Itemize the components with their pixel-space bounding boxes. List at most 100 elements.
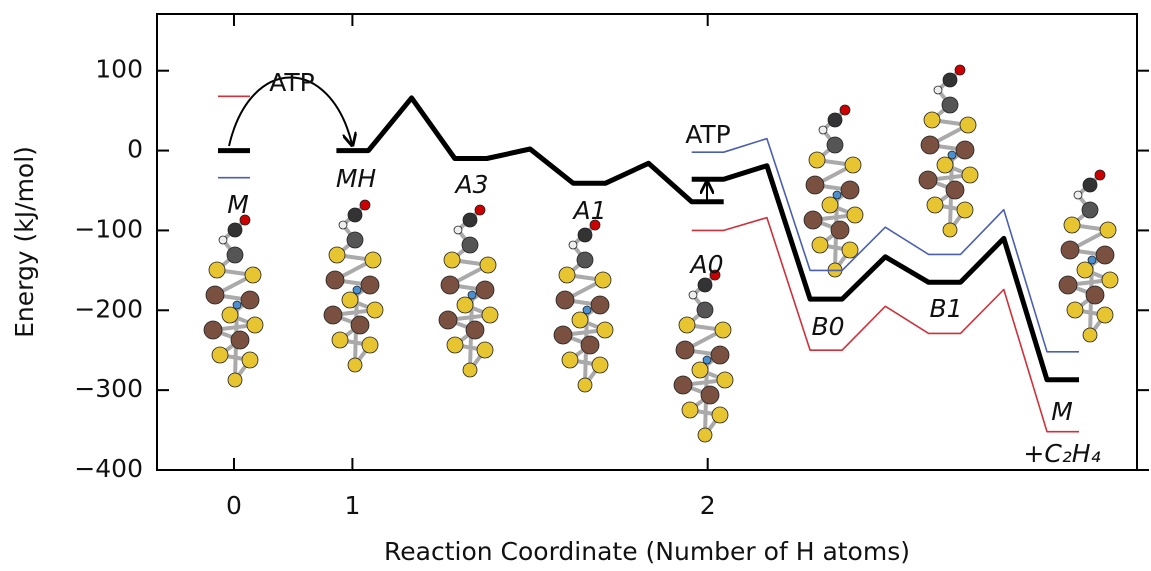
annotation: A1 — [571, 196, 606, 225]
molecule-atom — [447, 337, 463, 353]
molecule-atom — [206, 286, 224, 304]
molecule-atom — [692, 362, 708, 378]
molecule-atom — [209, 262, 225, 278]
molecule-atom — [1074, 191, 1082, 199]
y-tick-label: −100 — [74, 214, 143, 243]
y-tick-label: −300 — [74, 374, 143, 403]
molecule-atom — [462, 237, 478, 253]
annotation: ATP — [269, 68, 315, 97]
molecule-atom — [212, 347, 228, 363]
molecule-atom — [559, 267, 575, 283]
molecule-atom — [569, 241, 577, 249]
molecule-atom — [943, 73, 957, 87]
annotation: M — [1051, 397, 1073, 426]
molecule-atom — [247, 317, 263, 333]
molecule-atom — [326, 271, 344, 289]
molecule-atom — [578, 228, 592, 242]
molecule-atom — [831, 221, 849, 239]
molecule-atom — [339, 221, 347, 229]
molecule-atom — [468, 291, 476, 299]
molecule-atom — [847, 207, 863, 223]
molecule-atom — [711, 346, 729, 364]
molecule-atom — [348, 358, 362, 372]
molecule-atom — [676, 341, 694, 359]
molecule-atom — [1088, 256, 1096, 264]
molecule-atom — [833, 191, 841, 199]
page: {"chart_data": {"type": "line", "xlabel"… — [0, 0, 1151, 571]
molecule-atom — [581, 336, 599, 354]
annotation: B1 — [929, 294, 962, 323]
annotation: M — [227, 190, 249, 219]
molecule-atom — [712, 407, 728, 423]
molecule-atom — [1067, 302, 1083, 318]
y-tick-label: −200 — [74, 294, 143, 323]
molecule-atom — [845, 157, 861, 173]
molecule-atom — [556, 291, 574, 309]
annotation: +C₂H₄ — [1023, 439, 1100, 468]
molecule-atom — [361, 276, 379, 294]
molecule-atom — [842, 242, 858, 258]
annotation: MH — [336, 164, 377, 193]
molecule-atom — [819, 126, 827, 134]
annotation: A3 — [453, 170, 488, 199]
molecule-atom — [233, 301, 241, 309]
molecule-atom — [242, 352, 258, 368]
molecule-atom — [1083, 328, 1097, 342]
molecule-atom — [482, 307, 498, 323]
molecule-atom — [841, 181, 859, 199]
molecule-atom — [840, 105, 850, 115]
molecule-atom — [227, 247, 243, 263]
molecule-atom — [698, 278, 712, 292]
molecule-atom — [466, 321, 484, 339]
molecule-atom — [477, 342, 493, 358]
molecule-atom — [476, 281, 494, 299]
molecule-atom — [942, 97, 958, 113]
molecule-atom — [360, 200, 370, 210]
x-tick-label: 0 — [226, 491, 242, 520]
molecule-atom — [1086, 286, 1104, 304]
molecule-atom — [457, 297, 473, 313]
molecule-atom — [1064, 217, 1080, 233]
molecule-atom — [1096, 246, 1114, 264]
molecule-atom — [697, 302, 713, 318]
molecule-atom — [1100, 222, 1116, 238]
molecule-atom — [957, 202, 973, 218]
molecule-atom — [228, 223, 242, 237]
annotation: ATP — [685, 120, 731, 149]
molecule-atom — [228, 373, 242, 387]
molecule-atom — [562, 352, 578, 368]
molecule-atom — [441, 276, 459, 294]
molecule-atom — [919, 171, 937, 189]
molecule-atom — [1102, 272, 1118, 288]
molecule-atom — [937, 157, 953, 173]
molecule-atom — [475, 205, 485, 215]
molecule-atom — [353, 286, 361, 294]
molecule-atom — [1097, 307, 1113, 323]
molecule-atom — [222, 307, 238, 323]
molecule-atom — [1061, 241, 1079, 259]
molecule-atom — [962, 167, 978, 183]
molecule-atom — [204, 321, 222, 339]
molecule-atom — [365, 252, 381, 268]
annotation: A0 — [688, 250, 723, 279]
x-axis-title: Reaction Coordinate (Number of H atoms) — [384, 537, 910, 566]
molecule-atom — [1095, 170, 1105, 180]
molecule-atom — [463, 213, 477, 227]
molecule-atom — [806, 176, 824, 194]
molecule-atom — [682, 402, 698, 418]
molecule-atom — [351, 316, 369, 334]
molecule-atom — [948, 151, 956, 159]
x-tick-label: 1 — [344, 491, 360, 520]
molecule-atom — [597, 322, 613, 338]
y-tick-label: 100 — [95, 55, 143, 84]
molecule-atom — [674, 376, 692, 394]
molecule-atom — [927, 197, 943, 213]
molecule-atom — [812, 237, 828, 253]
molecule-atom — [960, 117, 976, 133]
molecule-atom — [921, 136, 939, 154]
molecule-atom — [827, 137, 843, 153]
molecule-atom — [241, 291, 259, 309]
molecule-atom — [679, 317, 695, 333]
molecule-atom — [480, 257, 496, 273]
molecule-atom — [439, 311, 457, 329]
